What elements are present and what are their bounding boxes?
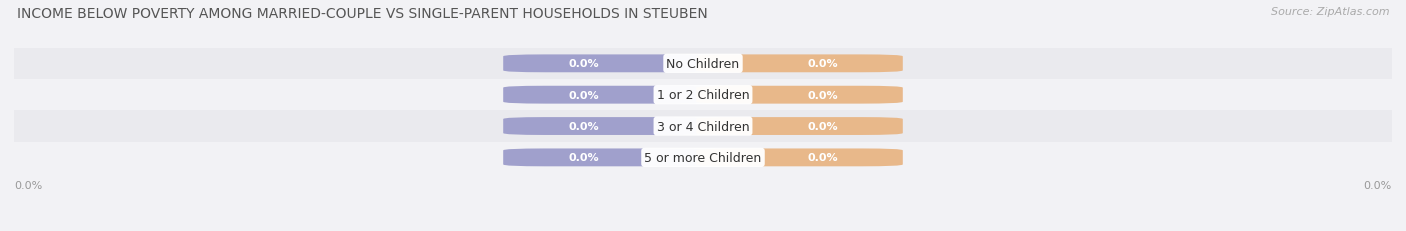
Bar	[14, 142, 1392, 173]
Text: 1 or 2 Children: 1 or 2 Children	[657, 89, 749, 102]
FancyBboxPatch shape	[503, 118, 710, 135]
Text: 0.0%: 0.0%	[568, 90, 599, 100]
FancyBboxPatch shape	[696, 86, 903, 104]
Text: 0.0%: 0.0%	[568, 153, 599, 163]
FancyBboxPatch shape	[503, 55, 710, 73]
Bar	[14, 49, 1392, 80]
Text: 0.0%: 0.0%	[807, 153, 838, 163]
FancyBboxPatch shape	[696, 149, 903, 167]
Text: 0.0%: 0.0%	[568, 59, 599, 69]
Text: Source: ZipAtlas.com: Source: ZipAtlas.com	[1271, 7, 1389, 17]
Text: 0.0%: 0.0%	[14, 180, 42, 190]
Bar	[14, 111, 1392, 142]
Bar	[14, 80, 1392, 111]
Text: 0.0%: 0.0%	[807, 90, 838, 100]
FancyBboxPatch shape	[696, 118, 903, 135]
FancyBboxPatch shape	[503, 149, 710, 167]
Text: 3 or 4 Children: 3 or 4 Children	[657, 120, 749, 133]
Text: 0.0%: 0.0%	[568, 122, 599, 131]
FancyBboxPatch shape	[696, 55, 903, 73]
Text: 5 or more Children: 5 or more Children	[644, 151, 762, 164]
Text: 0.0%: 0.0%	[807, 59, 838, 69]
Text: No Children: No Children	[666, 58, 740, 70]
Text: 0.0%: 0.0%	[807, 122, 838, 131]
Text: INCOME BELOW POVERTY AMONG MARRIED-COUPLE VS SINGLE-PARENT HOUSEHOLDS IN STEUBEN: INCOME BELOW POVERTY AMONG MARRIED-COUPL…	[17, 7, 707, 21]
Text: 0.0%: 0.0%	[1364, 180, 1392, 190]
FancyBboxPatch shape	[503, 86, 710, 104]
